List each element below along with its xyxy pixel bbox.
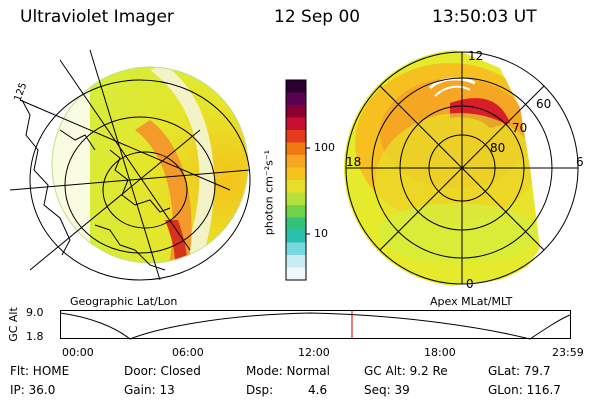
time-tick-1200: 12:00: [298, 346, 330, 359]
mlt-label-0: 0: [466, 277, 474, 288]
colorbar-band: [286, 255, 306, 268]
colorbar-band: [286, 130, 306, 143]
colorbar-band: [286, 142, 306, 156]
time-label: 13:50:03 UT: [432, 7, 537, 27]
mode-status: Mode: Normal: [246, 364, 330, 378]
colorbar-band: [286, 92, 306, 106]
time-tick-2359: 23:59: [552, 346, 584, 359]
colorbar-band: [286, 192, 306, 206]
dsp-label: Dsp:: [246, 383, 274, 397]
geographic-image: 125: [9, 49, 251, 281]
colorbar-band: [286, 155, 306, 168]
corner-coordinate-label: 125: [12, 81, 29, 103]
colorbar-band: [286, 230, 306, 243]
colorbar-unit-label: photon cm⁻²s⁻¹: [262, 149, 276, 236]
mlt-label-6: 6: [576, 155, 584, 169]
geographic-latitude: GLat: 79.7: [488, 364, 551, 378]
geographic-caption: Geographic Lat/Lon: [70, 295, 178, 308]
colorbar-band: [286, 217, 306, 231]
geographic-longitude: GLon: 116.7: [488, 383, 561, 397]
ip-value: IP: 36.0: [10, 383, 56, 397]
mlt-label-18: 18: [346, 155, 361, 169]
altitude-axis-label: GC Alt: [6, 307, 20, 342]
mlat-label-70: 70: [512, 121, 527, 135]
colorbar-band: [286, 167, 306, 181]
flight-status: Flt: HOME: [10, 364, 70, 378]
sequence-number: Seq: 39: [364, 383, 410, 397]
colorbar-tick-10: 10: [314, 227, 328, 240]
dsp-value: 4.6: [308, 383, 328, 397]
colorbar-band: [286, 117, 306, 131]
colorbar-band: [286, 242, 306, 256]
colorbar-band: [286, 80, 306, 93]
altitude-tick-min: 1.8: [26, 330, 44, 343]
mlt-label-12: 12: [468, 49, 483, 63]
mlat-label-60: 60: [536, 97, 551, 111]
apex-caption: Apex MLat/MLT: [430, 295, 513, 308]
gc-altitude: GC Alt: 9.2 Re: [364, 364, 448, 378]
gain-value: Gain: 13: [124, 383, 175, 397]
colorbar-band: [286, 105, 306, 118]
date-label: 12 Sep 00: [274, 7, 361, 27]
colorbar: [285, 79, 310, 281]
door-status: Door: Closed: [124, 364, 201, 378]
colorbar-band: [286, 267, 306, 281]
mlat-label-80: 80: [490, 141, 505, 155]
time-tick-0600: 06:00: [172, 346, 204, 359]
colorbar-tick-100: 100: [314, 141, 335, 154]
colorbar-band: [286, 180, 306, 193]
altitude-plot: [60, 310, 571, 340]
magnetic-polar-image: 12 18 6 0 60 70 80: [344, 49, 584, 288]
instrument-title: Ultraviolet Imager: [20, 7, 174, 27]
time-tick-0000: 00:00: [62, 346, 94, 359]
altitude-tick-max: 9.0: [26, 306, 44, 319]
time-tick-1800: 18:00: [424, 346, 456, 359]
colorbar-band: [286, 205, 306, 218]
